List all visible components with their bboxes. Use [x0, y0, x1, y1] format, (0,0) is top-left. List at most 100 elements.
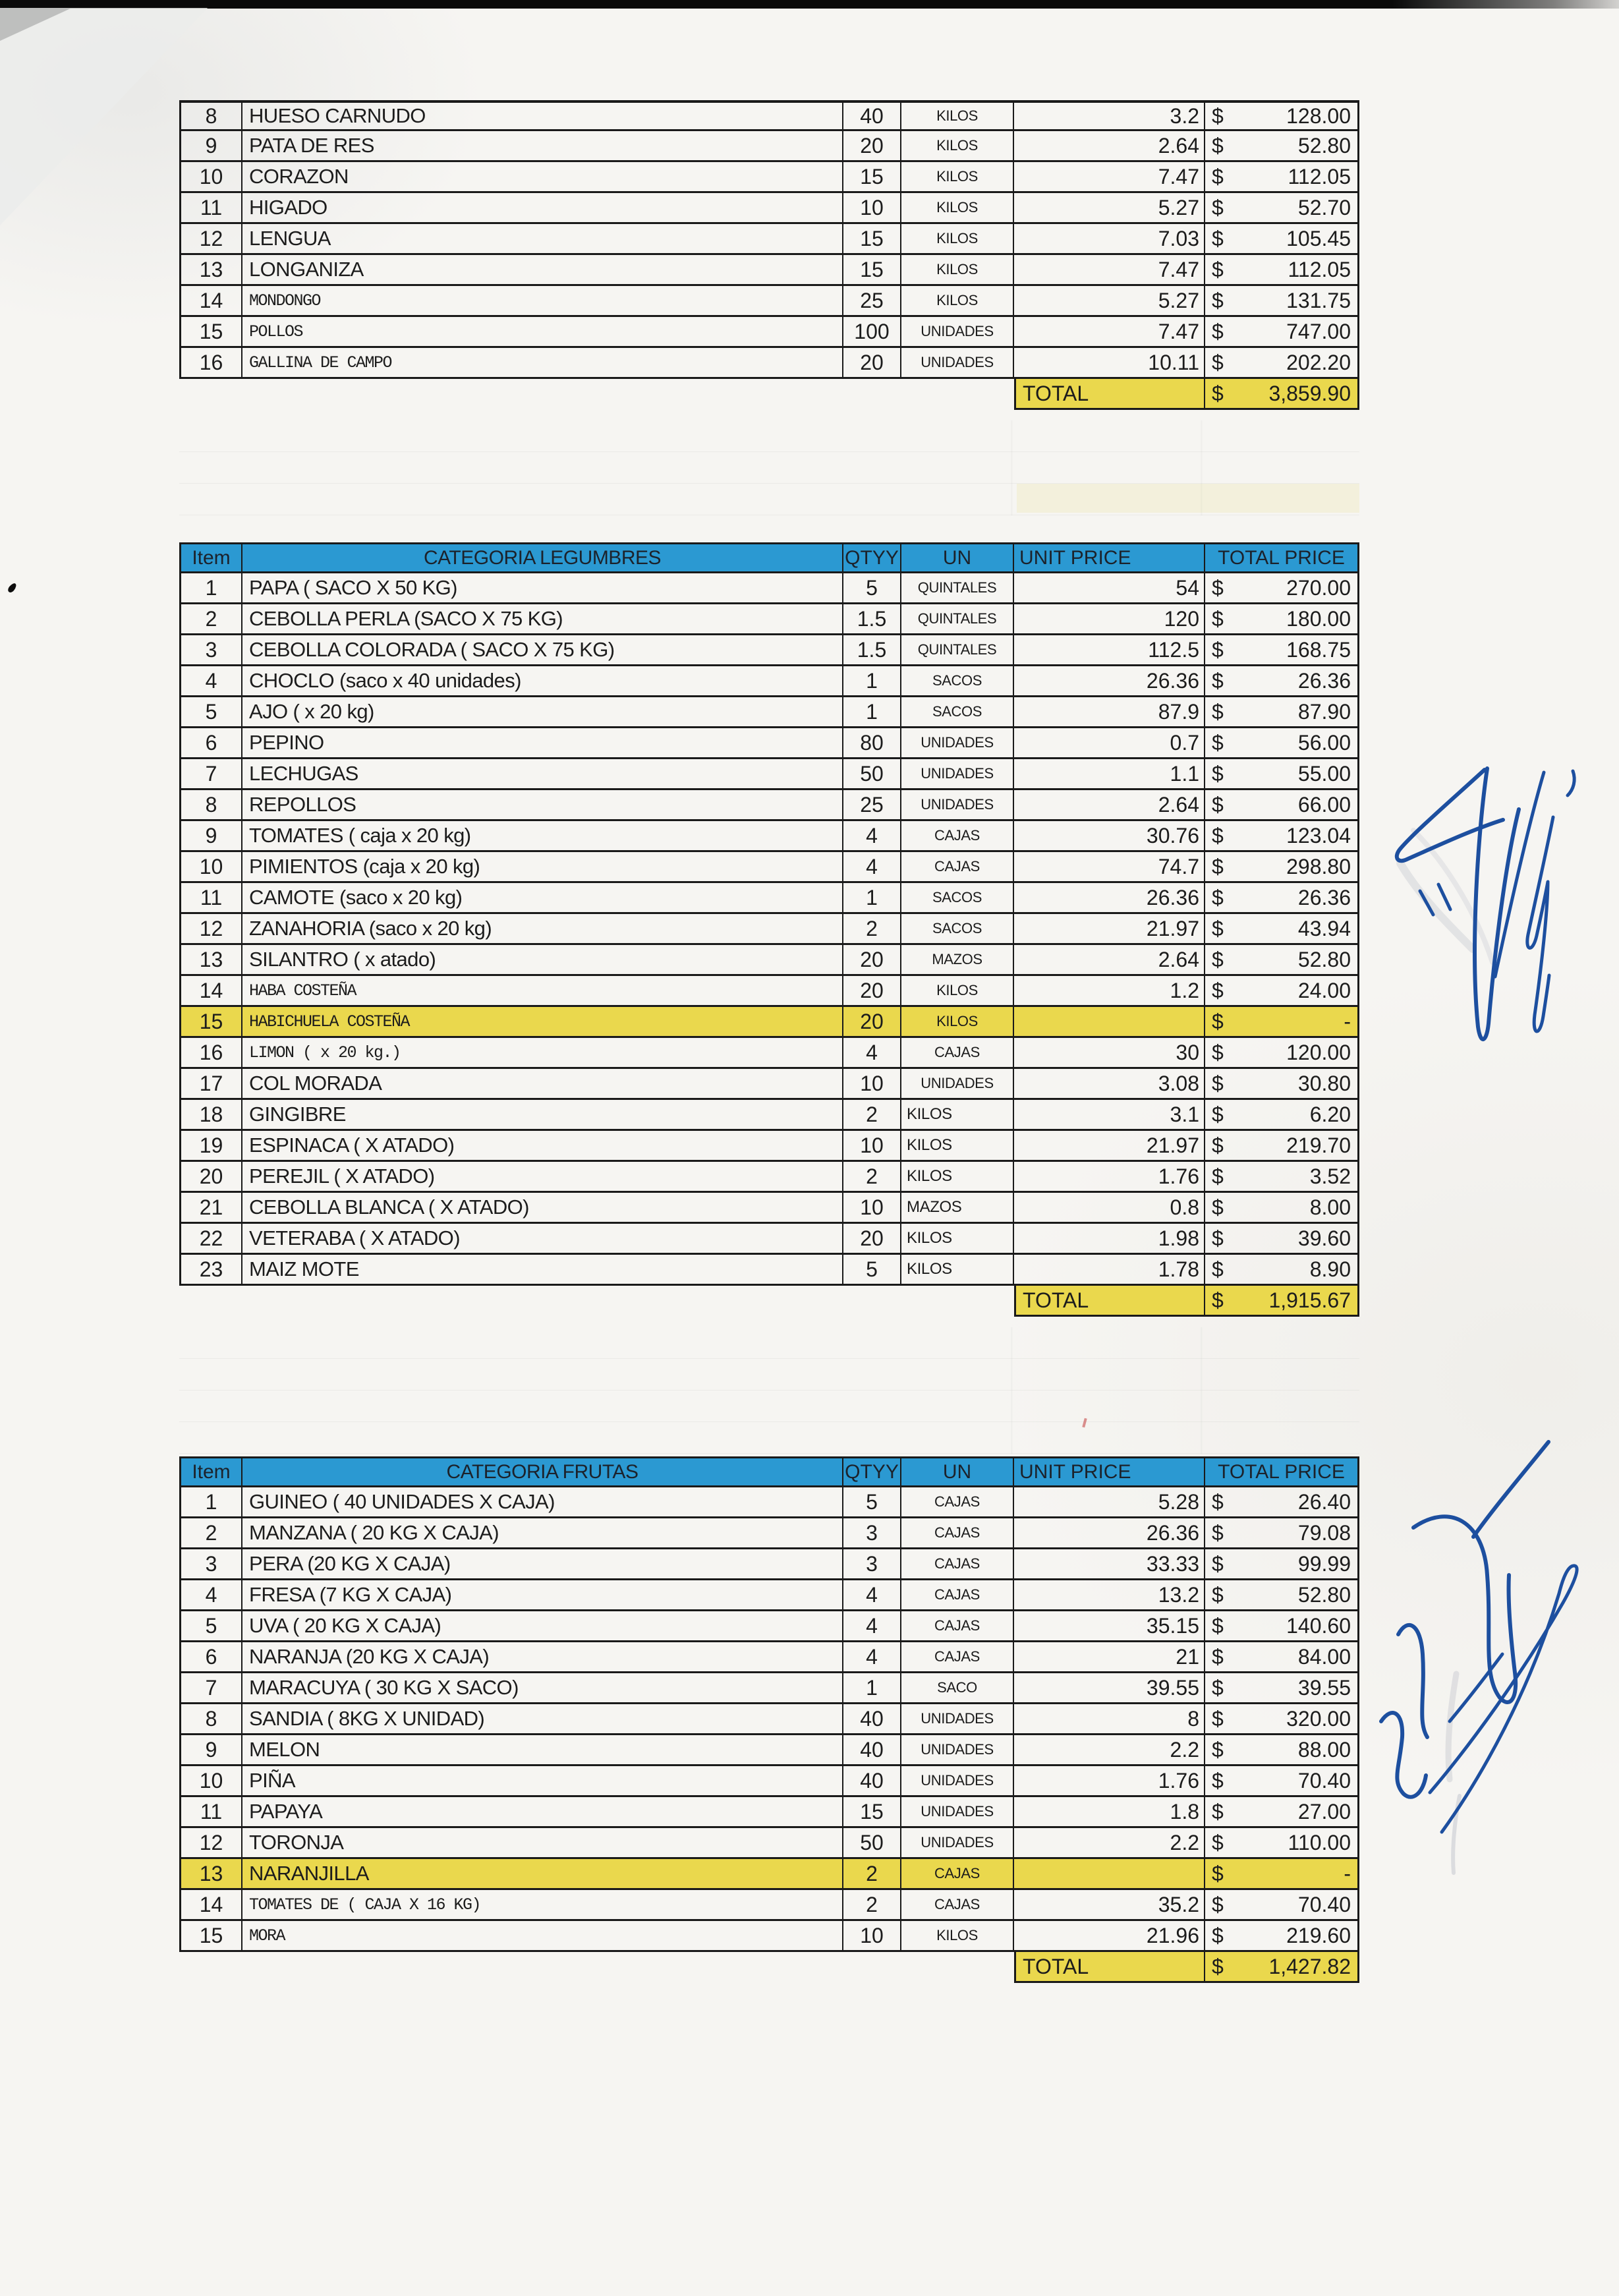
- row-unit-price: 26.36: [1014, 1518, 1205, 1547]
- row-quantity: 5: [843, 573, 901, 602]
- row-quantity: 20: [843, 976, 901, 1005]
- currency-symbol: $: [1212, 668, 1224, 693]
- row-quantity: 80: [843, 728, 901, 757]
- row-total-price: $79.08: [1205, 1518, 1359, 1547]
- header-un: UN: [901, 1458, 1014, 1485]
- row-unit: KILOS: [901, 255, 1014, 284]
- row-description: CAMOTE (saco x 20 kg): [242, 883, 843, 912]
- row-unit: UNIDADES: [901, 1735, 1014, 1764]
- table-header-row: Item CATEGORIA FRUTAS QTYY UN UNIT PRICE TOTA…: [179, 1456, 1359, 1487]
- row-quantity: 15: [843, 162, 901, 191]
- row-description: LIMON ( x 20 kg.): [242, 1038, 843, 1067]
- row-item-number: 1: [181, 573, 242, 602]
- row-total-price: $131.75: [1205, 286, 1359, 315]
- row-unit-price: 1.98: [1014, 1224, 1205, 1253]
- row-description: PERA (20 KG X CAJA): [242, 1549, 843, 1578]
- currency-symbol: $: [1212, 1706, 1224, 1731]
- table-row: 17 COL MORADA 10 UNIDADES 3.08 $30.80: [179, 1069, 1359, 1100]
- row-quantity: 5: [843, 1255, 901, 1284]
- row-total-amount: 3.52: [1309, 1164, 1351, 1188]
- row-total-amount: 26.36: [1297, 885, 1351, 909]
- row-item-number: 23: [181, 1255, 242, 1284]
- row-unit: KILOS: [901, 1921, 1014, 1950]
- row-unit-price: 35.2: [1014, 1890, 1205, 1919]
- row-description: TOMATES DE ( CAJA X 16 KG): [242, 1890, 843, 1919]
- row-description: CEBOLLA BLANCA ( X ATADO): [242, 1193, 843, 1222]
- table-total-row: TOTAL $3,859.90: [179, 379, 1359, 410]
- row-total-amount: 70.40: [1297, 1768, 1351, 1793]
- currency-symbol: $: [1212, 1613, 1224, 1638]
- row-total-amount: 131.75: [1286, 288, 1351, 312]
- row-total-price: $52.80: [1205, 945, 1359, 974]
- row-unit: UNIDADES: [901, 790, 1014, 819]
- row-item-number: 15: [181, 1007, 242, 1036]
- row-total-price: $70.40: [1205, 1766, 1359, 1795]
- currency-symbol: $: [1212, 1288, 1224, 1312]
- row-unit: KILOS: [901, 286, 1014, 315]
- header-qty: QTYY: [843, 1458, 901, 1485]
- row-total-price: $123.04: [1205, 821, 1359, 850]
- row-description: ZANAHORIA (saco x 20 kg): [242, 914, 843, 943]
- row-total-amount: 56.00: [1297, 730, 1351, 755]
- row-quantity: 1: [843, 697, 901, 726]
- row-unit-price: 2.64: [1014, 945, 1205, 974]
- currency-symbol: $: [1212, 1520, 1224, 1545]
- row-description: HABA COSTEÑA: [242, 976, 843, 1005]
- total-value-cell: $1,427.82: [1205, 1952, 1359, 1983]
- row-quantity: 4: [843, 852, 901, 881]
- row-description: POLLOS: [242, 317, 843, 346]
- total-label: TOTAL: [1014, 379, 1205, 410]
- total-amount: 1,915.67: [1268, 1288, 1351, 1312]
- row-unit-price: 39.55: [1014, 1673, 1205, 1702]
- table-row: 7 LECHUGAS 50 UNIDADES 1.1 $55.00: [179, 759, 1359, 790]
- table-row: 16 LIMON ( x 20 kg.) 4 CAJAS 30 $120.00: [179, 1038, 1359, 1069]
- table-row: 10 CORAZON 15 KILOS 7.47 $112.05: [179, 162, 1359, 193]
- row-item-number: 9: [181, 131, 242, 160]
- currency-symbol: $: [1212, 1768, 1224, 1793]
- row-total-amount: 39.55: [1297, 1675, 1351, 1700]
- row-quantity: 1: [843, 883, 901, 912]
- row-unit-price: 74.7: [1014, 852, 1205, 881]
- row-quantity: 25: [843, 286, 901, 315]
- row-total-amount: 219.70: [1286, 1133, 1351, 1157]
- row-item-number: 10: [181, 1766, 242, 1795]
- row-unit: QUINTALES: [901, 635, 1014, 664]
- row-description: FRESA (7 KG X CAJA): [242, 1580, 843, 1609]
- currency-symbol: $: [1212, 1195, 1224, 1219]
- row-quantity: 1.5: [843, 635, 901, 664]
- meat-table-continued: 8 HUESO CARNUDO 40 KILOS 3.2 $128.00 9 PATA DE …: [179, 100, 1359, 410]
- currency-symbol: $: [1212, 1551, 1224, 1576]
- row-description: TOMATES ( caja x 20 kg): [242, 821, 843, 850]
- header-total-price: TOTAL PRICE: [1205, 1458, 1359, 1485]
- currency-symbol: $: [1212, 381, 1224, 405]
- table-row: 21 CEBOLLA BLANCA ( X ATADO) 10 MAZOS 0.8 $8.…: [179, 1193, 1359, 1224]
- row-description: SANDIA ( 8KG X UNIDAD): [242, 1704, 843, 1733]
- row-total-price: $27.00: [1205, 1797, 1359, 1826]
- currency-symbol: $: [1212, 350, 1224, 374]
- header-item: Item: [181, 544, 242, 571]
- total-label: TOTAL: [1014, 1286, 1205, 1317]
- table-row: 3 PERA (20 KG X CAJA) 3 CAJAS 33.33 $99.99: [179, 1549, 1359, 1580]
- table-row: 5 UVA ( 20 KG X CAJA) 4 CAJAS 35.15 $140.60: [179, 1611, 1359, 1642]
- row-item-number: 16: [181, 348, 242, 377]
- row-quantity: 40: [843, 103, 901, 129]
- row-unit-price: 1.1: [1014, 759, 1205, 788]
- row-total-amount: 27.00: [1297, 1799, 1351, 1823]
- row-unit: UNIDADES: [901, 1766, 1014, 1795]
- currency-symbol: $: [1212, 1102, 1224, 1126]
- row-total-amount: 30.80: [1297, 1071, 1351, 1095]
- row-total-amount: 8.90: [1309, 1257, 1351, 1281]
- row-total-amount: 70.40: [1297, 1892, 1351, 1916]
- table-row: 14 TOMATES DE ( CAJA X 16 KG) 2 CAJAS 35.2 $7…: [179, 1890, 1359, 1921]
- row-description: MORA: [242, 1921, 843, 1950]
- table-row: 8 HUESO CARNUDO 40 KILOS 3.2 $128.00: [179, 100, 1359, 131]
- row-description: SILANTRO ( x atado): [242, 945, 843, 974]
- row-total-amount: 128.00: [1286, 103, 1351, 128]
- row-unit: KILOS: [901, 162, 1014, 191]
- row-total-price: $39.55: [1205, 1673, 1359, 1702]
- row-unit-price: 7.03: [1014, 224, 1205, 253]
- row-unit-price: [1014, 1007, 1205, 1036]
- row-item-number: 7: [181, 759, 242, 788]
- row-unit: SACOS: [901, 666, 1014, 695]
- table-row: 9 MELON 40 UNIDADES 2.2 $88.00: [179, 1735, 1359, 1766]
